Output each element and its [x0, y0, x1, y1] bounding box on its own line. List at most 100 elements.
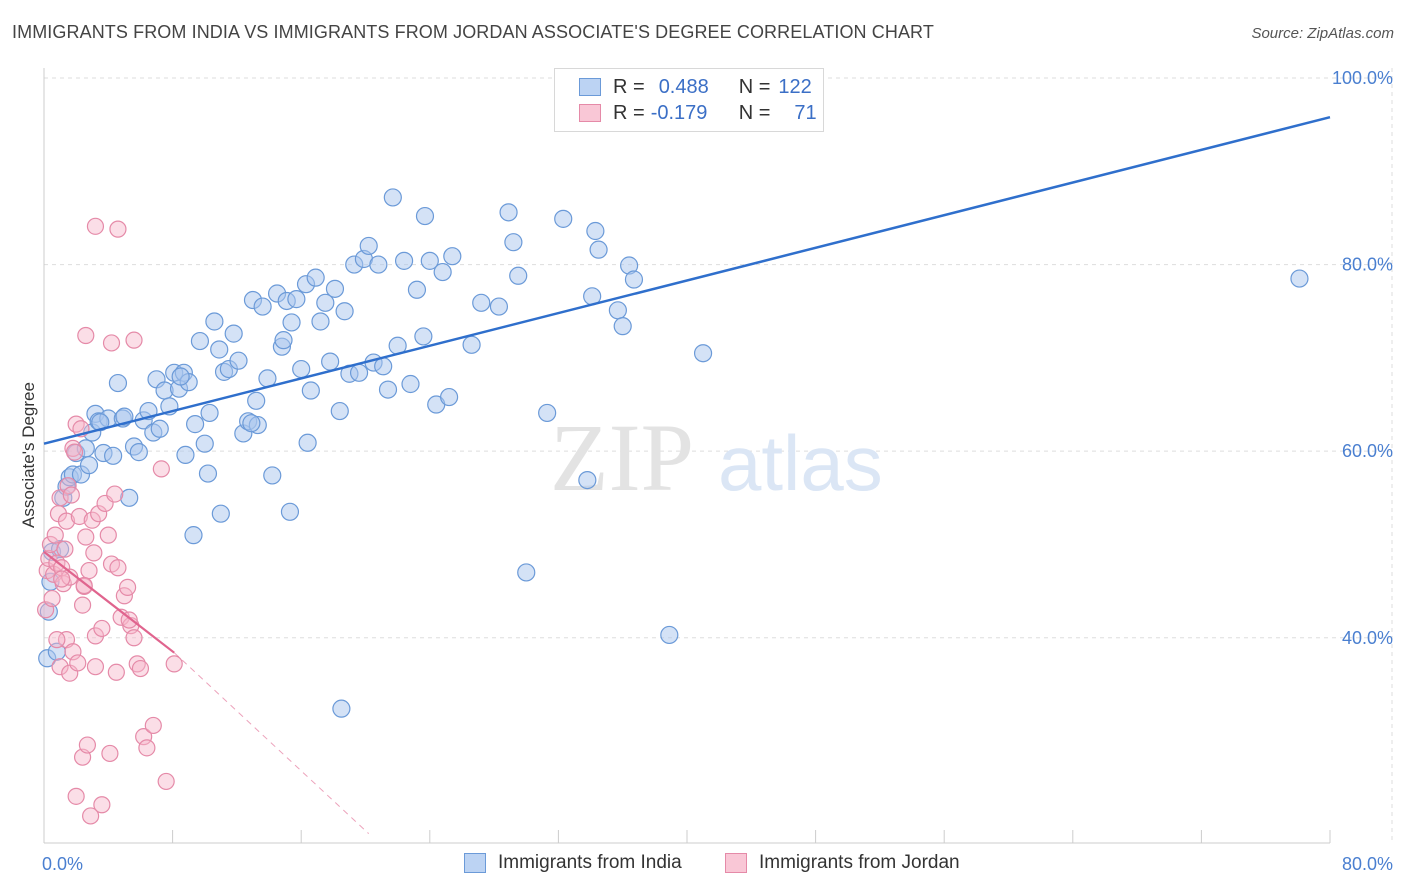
jordan-point	[57, 512, 76, 530]
jordan-point	[82, 807, 100, 825]
jordan-point	[67, 787, 85, 805]
india-r-value: 0.488	[658, 75, 709, 98]
india-point	[1290, 269, 1309, 288]
india-point	[195, 434, 214, 453]
tick-labels: 100.0% 80.0% 60.0% 40.0% 0.0% 80.0%	[42, 68, 1393, 874]
india-point	[349, 363, 369, 382]
india-point	[91, 413, 110, 432]
x-tick-label: 0.0%	[42, 854, 83, 874]
legend-jordan-label: Immigrants from Jordan	[759, 852, 960, 873]
jordan-n-value: 71	[794, 101, 817, 124]
jordan-point	[56, 540, 74, 558]
series-legend: Immigrants from India Immigrants from Jo…	[0, 852, 1406, 878]
india-point	[274, 331, 293, 350]
y-tick-label: 100.0%	[1332, 68, 1393, 88]
india-n-value: 122	[778, 75, 812, 98]
india-point	[247, 391, 266, 410]
jordan-point	[51, 489, 69, 507]
india-point	[224, 324, 243, 343]
jordan-point	[75, 576, 93, 595]
jordan-point	[128, 655, 146, 673]
india-point	[292, 359, 311, 379]
india-point	[184, 526, 203, 545]
jordan-point	[157, 772, 175, 791]
india-point	[433, 262, 452, 282]
india-point	[414, 327, 433, 346]
india-point	[287, 290, 306, 309]
india-point	[211, 504, 230, 523]
india-point	[578, 470, 597, 490]
legend-india-label: Immigrants from India	[498, 852, 682, 873]
india-point	[613, 317, 632, 336]
india-point	[79, 456, 99, 475]
jordan-point	[69, 654, 87, 672]
india-point	[383, 188, 402, 207]
jordan-point	[70, 507, 88, 526]
india-point	[150, 419, 169, 438]
india-point	[693, 344, 713, 363]
jordan-point	[51, 658, 69, 676]
india-point	[330, 401, 349, 421]
india-point	[586, 221, 605, 241]
india-point	[517, 563, 536, 582]
india-point	[499, 203, 518, 222]
india-n-label: N =	[738, 75, 771, 98]
jordan-point	[102, 334, 121, 352]
jordan-point	[125, 331, 143, 349]
jordan-point	[78, 736, 97, 754]
india-point	[198, 464, 218, 483]
jordan-n-label: N =	[738, 101, 771, 124]
jordan-point	[109, 559, 127, 577]
india-point	[210, 340, 229, 359]
india-point	[306, 268, 325, 287]
watermark: ZIP atlas	[550, 404, 883, 511]
jordan-point	[131, 659, 150, 678]
india-point	[472, 293, 491, 312]
jordan-point	[106, 485, 124, 503]
x-tick-label: 80.0%	[1342, 854, 1393, 874]
india-point	[462, 335, 481, 354]
watermark-zip: ZIP	[550, 404, 694, 511]
india-point	[120, 488, 139, 507]
stats-legend: R = 0.488 N = 122 R = -0.179 N = 71	[554, 68, 824, 132]
india-point	[325, 279, 345, 298]
india-point	[504, 233, 523, 252]
jordan-points	[37, 217, 183, 825]
india-point	[190, 331, 210, 351]
india-point	[242, 414, 261, 433]
india-point	[321, 352, 340, 371]
india-point	[200, 403, 219, 423]
jordan-point	[144, 716, 162, 735]
india-point	[439, 387, 459, 407]
india-point	[420, 251, 439, 270]
india-point	[104, 446, 123, 465]
jordan-point	[67, 415, 85, 433]
legend-jordan-swatch	[725, 853, 747, 873]
jordan-point	[48, 631, 66, 649]
india-point	[359, 236, 378, 256]
legend-row-jordan: R = -0.179 N = 71	[579, 101, 817, 125]
jordan-point	[93, 619, 111, 638]
india-point	[660, 625, 679, 645]
jordan-point	[77, 528, 95, 546]
jordan-point	[107, 663, 125, 681]
y-tick-label: 60.0%	[1342, 441, 1393, 461]
jordan-point	[90, 505, 108, 523]
jordan-swatch	[579, 104, 601, 122]
india-point	[589, 240, 608, 259]
india-points	[38, 188, 1309, 718]
jordan-point	[73, 596, 92, 614]
india-point	[186, 415, 205, 434]
legend-item-india: Immigrants from India	[464, 852, 682, 874]
jordan-trend-line	[43, 551, 175, 654]
india-point	[115, 407, 134, 426]
jordan-point	[93, 796, 111, 814]
axes	[43, 68, 1331, 844]
india-point	[108, 373, 128, 393]
jordan-point	[109, 220, 127, 238]
jordan-point	[40, 549, 58, 568]
y-axis-label: Associate's Degree	[19, 382, 38, 528]
jordan-r-value: -0.179	[650, 101, 708, 124]
india-point	[253, 297, 272, 316]
